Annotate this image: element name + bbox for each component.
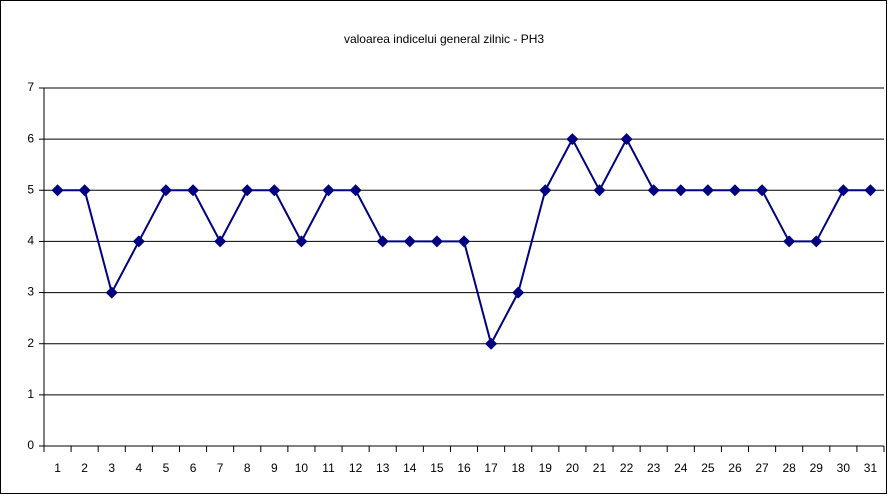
data-point (458, 235, 470, 248)
x-tick-label: 13 (376, 461, 390, 475)
data-point (756, 184, 769, 197)
x-tick-label: 17 (484, 461, 498, 475)
data-point (647, 184, 660, 197)
data-point (403, 235, 416, 248)
y-tick-label: 6 (27, 131, 34, 145)
x-tick-label: 8 (244, 461, 251, 475)
x-tick-label: 14 (403, 461, 417, 475)
data-point (105, 286, 118, 299)
data-point (837, 184, 850, 197)
x-tick-label: 2 (81, 461, 88, 475)
x-tick-label: 27 (755, 461, 769, 475)
x-tick-label: 6 (190, 461, 197, 475)
y-tick-label: 0 (27, 438, 34, 452)
x-tick-label: 9 (271, 461, 278, 475)
data-point (430, 235, 443, 248)
data-point (268, 184, 281, 197)
data-point (539, 184, 552, 197)
data-point (728, 184, 741, 197)
data-point (512, 286, 525, 299)
data-point (349, 184, 362, 197)
y-tick-label: 2 (27, 336, 34, 350)
x-tick-label: 22 (620, 461, 634, 475)
x-tick-label: 7 (217, 461, 224, 475)
data-point (376, 235, 389, 248)
data-point (51, 184, 64, 197)
x-tick-label: 15 (430, 461, 444, 475)
data-point (593, 184, 606, 197)
x-tick-label: 12 (349, 461, 363, 475)
data-point (78, 184, 91, 197)
x-tick-label: 28 (782, 461, 796, 475)
x-tick-label: 29 (810, 461, 824, 475)
data-point (485, 337, 498, 350)
data-point (241, 184, 254, 197)
x-tick-label: 3 (108, 461, 115, 475)
data-point (810, 235, 823, 248)
x-tick-label: 5 (163, 461, 170, 475)
data-point (132, 235, 145, 248)
x-tick-label: 21 (593, 461, 607, 475)
chart-title: valoarea indicelui general zilnic - PH3 (344, 32, 544, 46)
data-point (620, 133, 633, 146)
y-tick-label: 3 (27, 285, 34, 299)
y-tick-label: 4 (27, 234, 34, 248)
x-tick-label: 16 (457, 461, 471, 475)
data-point (187, 184, 200, 197)
x-tick-label: 26 (728, 461, 742, 475)
x-tick-label: 10 (295, 461, 309, 475)
x-tick-label: 25 (701, 461, 715, 475)
x-tick-label: 4 (135, 461, 142, 475)
x-tick-label: 20 (566, 461, 580, 475)
data-point (674, 184, 687, 197)
x-tick-label: 1 (54, 461, 61, 475)
data-point (701, 184, 714, 197)
data-point (159, 184, 172, 197)
x-tick-label: 18 (512, 461, 526, 475)
x-tick-label: 23 (647, 461, 661, 475)
data-point (864, 184, 877, 197)
x-tick-label: 31 (864, 461, 878, 475)
y-tick-label: 5 (27, 182, 34, 196)
y-tick-label: 7 (27, 80, 34, 94)
x-tick-label: 11 (322, 461, 335, 475)
data-point (214, 235, 227, 248)
data-point (783, 235, 796, 248)
data-point (295, 235, 308, 248)
x-tick-label: 30 (837, 461, 851, 475)
y-tick-label: 1 (27, 387, 34, 401)
data-point (322, 184, 335, 197)
x-tick-label: 19 (539, 461, 553, 475)
x-tick-label: 24 (674, 461, 688, 475)
data-point (566, 133, 579, 146)
